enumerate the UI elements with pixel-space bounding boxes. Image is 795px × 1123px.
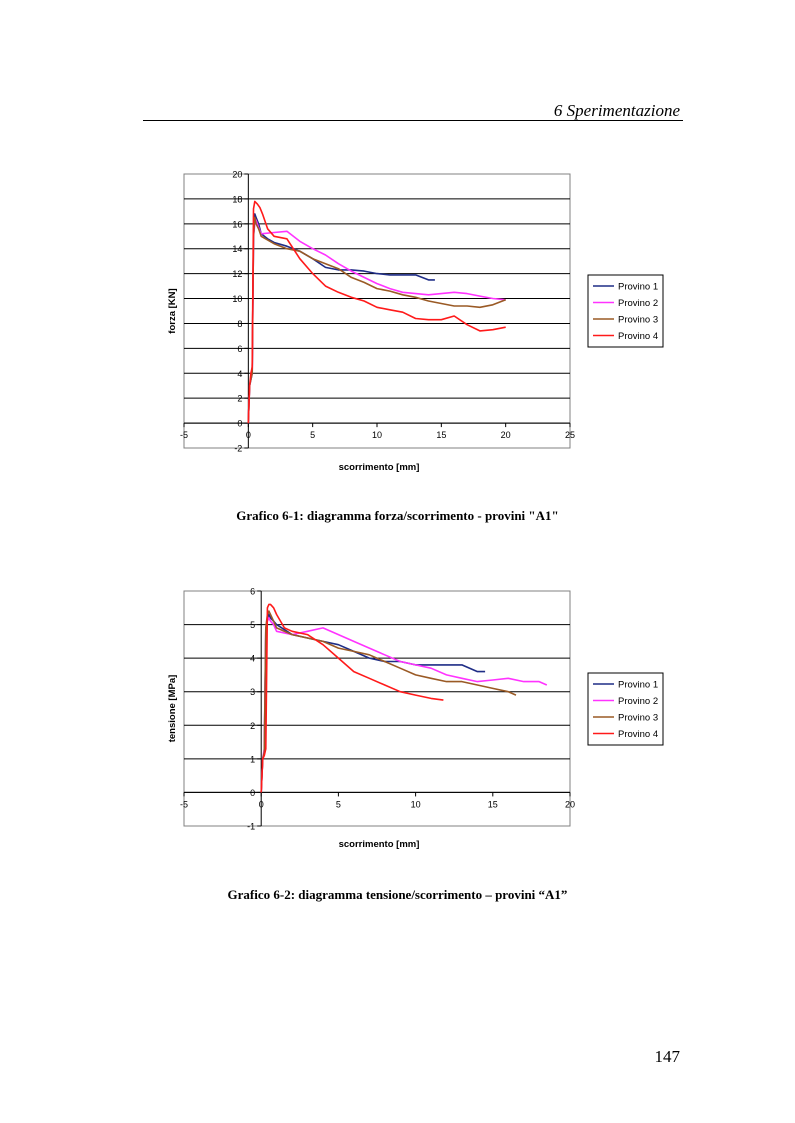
y-tick-label: 20 [232,170,242,180]
x-axis-label: scorrimento [mm] [339,462,420,473]
y-tick-label: 10 [232,294,242,304]
y-tick-label: 3 [250,687,255,697]
legend-label: Provino 2 [618,696,658,707]
x-tick-label: 15 [436,430,446,440]
y-tick-label: 6 [237,344,242,354]
y-axis-label: tensione [MPa] [167,675,178,743]
chart-1: -2 0 2 4 6 8 10 12 14 16 18 20 -5 0 5 10 15 20 25 scorrimen… [167,170,664,473]
chart-2: -1 0 1 2 3 4 5 6 -5 0 5 10 15 20 scorrimento [mm] tensi… [167,587,664,850]
x-tick-label: 20 [565,799,575,809]
y-tick-label: 8 [237,319,242,329]
y-tick-label: 6 [250,587,255,597]
y-tick-label: 0 [250,788,255,798]
plot-area [183,173,571,449]
series-line-provino-4 [247,200,506,424]
legend-label: Provino 1 [618,282,658,293]
x-tick-label: 0 [259,799,264,809]
y-tick-label: 16 [232,219,242,229]
series-line-provino-3 [260,610,517,793]
x-axis-label: scorrimento [mm] [339,839,420,850]
y-tick-label: -1 [247,822,255,832]
chart2-caption: Grafico 6-2: diagramma tensione/scorrime… [227,887,568,902]
legend-label: Provino 3 [618,713,658,724]
x-tick-label: 5 [310,430,315,440]
series-line-provino-2 [247,219,506,424]
legend-box [587,672,664,746]
y-tick-label: 18 [232,194,242,204]
y-tick-label: 4 [237,369,242,379]
x-tick-label: 10 [372,430,382,440]
series-line-provino-4 [260,603,444,793]
x-tick-label: 15 [488,799,498,809]
y-tick-label: -2 [234,444,242,454]
legend-label: Provino 4 [618,331,658,342]
y-tick-label: 1 [250,754,255,764]
legend-label: Provino 1 [618,680,658,691]
chart1-caption: Grafico 6-1: diagramma forza/scorrimento… [236,508,559,523]
x-tick-label: 5 [336,799,341,809]
series-line-provino-1 [260,613,486,793]
y-tick-label: 4 [250,654,255,664]
series-line-provino-2 [260,617,548,793]
plot-area [183,590,571,827]
y-tick-label: 2 [250,721,255,731]
x-tick-label: 10 [411,799,421,809]
page-number: 147 [654,1047,681,1066]
legend-label: Provino 3 [618,315,658,326]
page-header-title: 6 Sperimentazione [553,101,680,120]
y-tick-label: 5 [250,620,255,630]
x-tick-label: 0 [246,430,251,440]
series-line-provino-1 [247,213,435,424]
x-tick-label: 25 [565,430,575,440]
legend-label: Provino 4 [618,729,658,740]
y-tick-label: 0 [237,419,242,429]
legend-box [587,274,664,348]
series-line-provino-3 [247,216,506,424]
x-tick-label: -5 [180,799,188,809]
y-tick-label: 12 [232,269,242,279]
x-tick-label: 20 [501,430,511,440]
legend-label: Provino 2 [618,298,658,309]
x-tick-label: -5 [180,430,188,440]
y-axis-label: forza [KN] [167,288,178,333]
y-tick-label: 14 [232,244,242,254]
header-divider [143,120,683,121]
y-tick-label: 2 [237,394,242,404]
